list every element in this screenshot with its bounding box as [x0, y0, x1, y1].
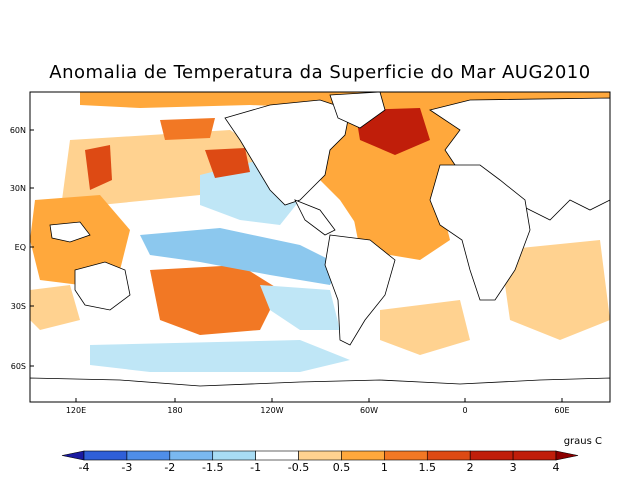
lon-axis: 120E 180 120W 60W 0 60E [66, 398, 570, 415]
land-australia [74, 261, 131, 311]
lon-tick-180: 180 [167, 406, 182, 415]
colorbar-tick-label: 4 [553, 461, 560, 474]
colorbar-segment [126, 450, 171, 461]
colorbar-tick-label: -3 [121, 461, 132, 474]
colorbar-units: graus C [564, 436, 602, 447]
anomaly-hot-labrador [160, 118, 215, 140]
colorbar-segment [384, 450, 428, 461]
colorbar-segment [341, 450, 385, 461]
land-maritime-continent [49, 221, 91, 243]
colorbar-segment [298, 450, 342, 461]
anomaly-cool-southern-ocean [90, 340, 350, 372]
map-title: Anomalia de Temperatura da Superficie do… [49, 62, 591, 83]
colorbar-tick-label: 3 [510, 461, 517, 474]
colorbar-tick-label: -1.5 [202, 461, 223, 474]
anomaly-cool-equatorial-pacific [140, 228, 340, 285]
land-africa [429, 164, 531, 301]
land-central-america [294, 199, 336, 236]
lon-tick-60e: 60E [554, 406, 569, 415]
anomaly-cool-east-pacific-south [260, 285, 340, 330]
lat-tick-60s: 60S [11, 362, 26, 371]
colorbar-segment [512, 450, 557, 461]
anomaly-warm-south-west [30, 285, 80, 330]
colorbar-arrow-high [555, 450, 579, 461]
anomaly-fields [30, 92, 610, 372]
colorbar-segment [212, 450, 256, 461]
lat-tick-30s: 30S [11, 302, 26, 311]
lon-tick-120e: 120E [66, 406, 86, 415]
lat-tick-eq: EQ [15, 243, 26, 252]
lat-axis: 60N 30N EQ 30S 60S [10, 126, 34, 371]
colorbar-segments [61, 450, 579, 461]
colorbar-arrow-low [61, 450, 85, 461]
colorbar-tick-label: -0.5 [288, 461, 309, 474]
colorbar-segment [169, 450, 214, 461]
anomaly-hot-south-pacific [185, 282, 235, 315]
colorbar: graus C -4 -3 -2 -1.5 -1 -0.5 0.5 1 1.5 2 3 4 [61, 436, 602, 474]
colorbar-tick-label: 1.5 [419, 461, 437, 474]
colorbar-segment [83, 450, 128, 461]
lon-tick-0: 0 [462, 406, 467, 415]
colorbar-tick-label: -2 [164, 461, 175, 474]
colorbar-tick-label: 0.5 [333, 461, 351, 474]
anomaly-hot-north-pacific [205, 148, 250, 178]
lon-tick-120w: 120W [260, 406, 283, 415]
anomaly-warm-indian-ocean [500, 240, 610, 340]
lat-tick-30n: 30N [10, 184, 26, 193]
land-north-america [224, 99, 351, 206]
anomaly-hot-north-atlantic [355, 108, 430, 155]
anomaly-warm-south-atlantic [380, 300, 470, 355]
lon-tick-60w: 60W [360, 406, 378, 415]
land-antarctica [29, 377, 611, 403]
colorbar-tick-label: -1 [250, 461, 261, 474]
colorbar-tick-label: -4 [79, 461, 90, 474]
colorbar-tick-label: 1 [381, 461, 388, 474]
anomaly-warm-north-atlantic [310, 100, 470, 230]
colorbar-labels: -4 -3 -2 -1.5 -1 -0.5 0.5 1 1.5 2 3 4 [79, 461, 560, 474]
map-area [29, 91, 611, 403]
colorbar-segment [255, 450, 299, 461]
continents [29, 91, 611, 403]
colorbar-segment [469, 450, 514, 461]
colorbar-tick-label: 2 [467, 461, 474, 474]
lat-tick-60n: 60N [10, 126, 26, 135]
land-south-america [324, 234, 396, 346]
colorbar-segment [426, 450, 471, 461]
anomaly-hot-japan [85, 145, 112, 190]
